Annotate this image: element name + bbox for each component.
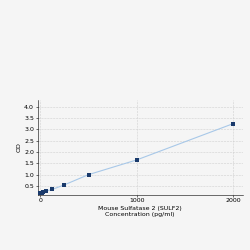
X-axis label: Mouse Sulfatase 2 (SULF2)
Concentration (pg/ml): Mouse Sulfatase 2 (SULF2) Concentration … bbox=[98, 206, 182, 217]
Point bbox=[50, 187, 54, 191]
Point bbox=[231, 122, 235, 126]
Point bbox=[62, 183, 66, 187]
Point bbox=[40, 190, 44, 194]
Point bbox=[135, 158, 139, 162]
Point bbox=[44, 189, 48, 193]
Point bbox=[42, 190, 46, 194]
Y-axis label: OD: OD bbox=[16, 142, 21, 152]
Point bbox=[38, 191, 42, 195]
Point bbox=[86, 173, 90, 177]
